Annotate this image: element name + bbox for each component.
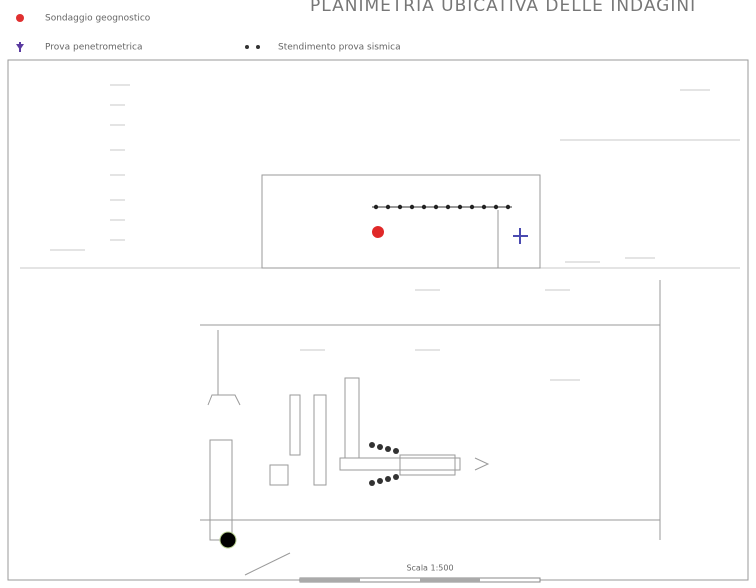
site-plan-page: PLANIMETRIA UBICATIVA DELLE INDAGINI Son… [0, 0, 756, 588]
legend-label: Prova penetrometrica [45, 43, 143, 53]
legend-label: Stendimento prova sismica [278, 43, 401, 53]
legend-borehole-symbol [16, 14, 24, 22]
borehole-marker [372, 226, 384, 238]
legend-label: Sondaggio geognostico [45, 14, 151, 24]
title: PLANIMETRIA UBICATIVA DELLE INDAGINI [310, 0, 696, 16]
scale-label: Scala 1:500 [406, 564, 453, 573]
scale-bar [300, 578, 540, 582]
background [0, 0, 756, 588]
